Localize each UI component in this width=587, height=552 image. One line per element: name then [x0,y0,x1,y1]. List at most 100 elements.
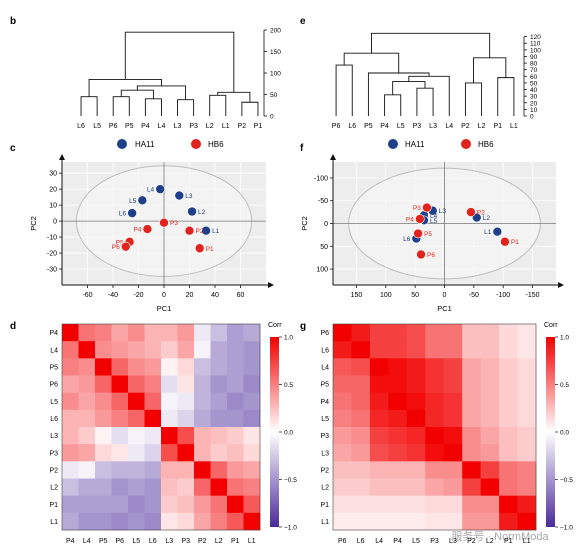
heatmap-cell [406,375,426,393]
heatmap-row-label: L2 [50,485,58,492]
heatmap-cell [333,341,352,359]
y-tick-label: 0 [53,219,57,226]
heatmap-cell [95,324,112,342]
heatmap-cell [95,341,112,359]
y-tick-label: 100 [316,267,328,274]
point-label: L2 [198,209,206,216]
heatmap-cell [480,478,500,496]
y-tick-label: 10 [49,203,57,210]
heatmap-cell [210,358,228,376]
point-label: L5 [430,218,438,225]
dendrogram-tick-label: 50 [270,92,278,99]
heatmap-cell [177,324,195,342]
x-tick-label: -40 [108,292,118,299]
heatmap-cell [227,478,244,496]
dendrogram-link [112,96,130,116]
heatmap-d: P4 L4 P5 P6 L5 L6 L3 P3 P2 L2 P1 L1 P4 L4 P5 P6 L5 L6 L3 P3… [49,323,261,545]
pca-plot-c: -60 -40 -20 0 20 40 60 -30 -20 -10 0 10 20 30 PC1 PC2 L4… [29,154,274,313]
heatmap-cell [111,409,129,428]
heatmap-cell [62,358,79,376]
point-label: P6 [427,252,435,259]
heatmap-cell [62,409,79,428]
heatmap-col-label: L6 [149,538,157,545]
heatmap-cell [144,427,162,445]
y-axis-label: PC2 [300,216,309,231]
x-tick-label: -100 [496,292,510,299]
heatmap-cell [227,427,244,445]
heatmap-cell [406,358,426,376]
heatmap-cell [227,495,244,514]
heatmap-cell [388,324,408,342]
heatmap-cell [128,461,145,479]
heatmap-cell [95,478,112,496]
legend-c: HA11 HB6 [117,139,224,149]
dendrogram-tick-label: 20 [530,100,538,107]
heatmap-cell [517,512,537,531]
x-tick-label: 100 [380,292,392,299]
heatmap-cell [161,358,178,376]
heatmap-cell [161,495,178,514]
scatter-point [415,214,425,224]
scatter-point [155,184,165,194]
heatmap-cell [194,358,211,376]
heatmap-cell [517,495,537,514]
heatmap-cell [499,392,518,411]
dendrogram-link [335,64,353,116]
heatmap-cell [462,375,481,393]
scatter-point [127,208,137,218]
legend-marker-hb6 [461,139,471,149]
heatmap-row-label: L6 [50,416,58,423]
heatmap-row-label: P3 [49,450,58,457]
heatmap-col-label: P3 [181,538,190,545]
heatmap-cell [194,409,211,428]
heatmap-cell [62,392,79,411]
heatmap-col-label: P5 [99,538,108,545]
heatmap-cell [243,495,261,514]
point-label: L3 [439,208,447,215]
heatmap-cell [480,495,500,514]
point-label: P3 [413,205,421,212]
heatmap-cell [333,495,352,514]
heatmap-cell [144,444,162,462]
heatmap-cell [78,358,96,376]
heatmap-col-label: L6 [357,538,365,545]
dendrogram-leaf-label: P6 [332,123,341,130]
point-label: P2 [477,210,485,217]
heatmap-cell [351,409,371,428]
heatmap-cell [62,512,79,531]
heatmap-cell [443,341,463,359]
y-tick-label: 50 [320,244,328,251]
point-label: L4 [147,187,155,194]
heatmap-cell [480,427,500,445]
dendrogram-leaf-label: L2 [478,123,486,130]
heatmap-cell [111,324,129,342]
heatmap-cell [443,392,463,411]
heatmap-col-label: L2 [486,538,494,545]
scatter-point [201,225,211,236]
heatmap-cell [243,444,261,462]
scatter-point [184,225,195,236]
heatmap-row-label: P2 [320,467,329,474]
heatmap-cell [144,358,162,376]
dendrogram-tick-label: 110 [530,41,541,48]
scatter-point [174,190,185,201]
dendrogram-leaf-label: L5 [397,123,405,130]
dendrogram-leaf-label: L2 [206,123,214,130]
dendrogram-tick-label: 10 [530,107,538,114]
heatmap-cell [144,392,162,411]
heatmap-cell [388,427,408,445]
heatmap-cell [95,461,112,479]
heatmap-col-label: L1 [523,538,531,545]
heatmap-cell [499,427,518,445]
dendrogram-leaf-label: P4 [141,123,150,130]
point-label: P5 [424,231,432,238]
heatmap-cell [78,324,96,342]
heatmap-cell [517,341,537,359]
dendrogram-link [136,85,187,100]
heatmap-cell [78,512,96,531]
heatmap-row-label: P6 [49,382,58,389]
heatmap-cell [406,324,426,342]
heatmap-col-label: P1 [231,538,240,545]
heatmap-cell [227,358,244,376]
point-label: P4 [133,227,141,234]
